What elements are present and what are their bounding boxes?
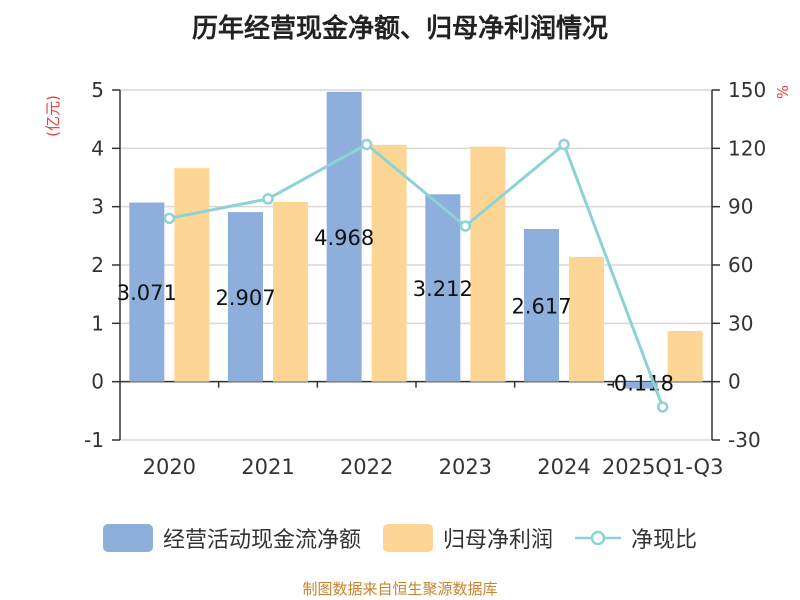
y-left-tick-label: 2	[91, 253, 104, 277]
legend-item-cash-flow[interactable]: 经营活动现金流净额	[102, 522, 361, 554]
y-left-tick-label: 1	[91, 311, 104, 335]
bar-net-profit	[569, 256, 604, 382]
data-label-cash-flow: 3.071	[117, 281, 177, 305]
y-right-tick-label: -30	[728, 428, 761, 452]
ratio-point	[360, 138, 373, 151]
y-right-tick-label: 0	[728, 370, 741, 394]
y-right-tick-label: 30	[728, 311, 753, 335]
bar-net-profit	[371, 144, 407, 382]
bar-net-profit	[273, 202, 308, 382]
x-tick-label: 2022	[340, 455, 393, 479]
data-label-cash-flow: -0.118	[606, 372, 674, 396]
y-left-axis-label: (亿元)	[44, 95, 62, 137]
legend-swatch-net-profit	[382, 524, 433, 552]
y-left-tick-label: 4	[91, 136, 104, 160]
bar-cash-flow	[129, 202, 165, 382]
data-label-cash-flow: 4.968	[314, 226, 374, 250]
y-right-tick-label: 60	[728, 253, 753, 277]
legend-item-net-profit[interactable]: 归母净利润	[382, 522, 553, 554]
x-tick-label: 2025Q1-Q3	[602, 455, 724, 479]
x-tick-label: 2020	[143, 455, 196, 479]
y-left-tick-label: 3	[91, 195, 104, 219]
y-right-tick-label: 90	[728, 195, 753, 219]
legend-label-cash-flow: 经营活动现金流净额	[162, 528, 361, 553]
y-left-tick-label: 5	[91, 78, 104, 102]
ratio-point	[163, 212, 176, 225]
y-right-tick-label: 150	[728, 78, 766, 102]
bar-net-profit	[667, 330, 703, 382]
x-tick-label: 2023	[439, 455, 492, 479]
data-label-cash-flow: 2.617	[511, 294, 571, 318]
legend-item-ratio[interactable]: 净现比	[575, 522, 697, 554]
source-note: 制图数据来自恒生聚源数据库	[302, 580, 498, 598]
ratio-point	[558, 138, 570, 151]
legend-label-ratio: 净现比	[631, 528, 698, 553]
bar-cash-flow	[425, 194, 461, 382]
ratio-point	[459, 220, 472, 232]
y-left-tick-label: -1	[84, 428, 104, 452]
y-left-tick-label: 0	[91, 370, 104, 394]
x-tick-label: 2024	[537, 455, 590, 479]
y-right-axis-label: %	[774, 85, 792, 99]
bar-net-profit	[174, 168, 210, 382]
bar-net-profit	[470, 146, 506, 382]
legend-swatch-cash-flow	[102, 524, 153, 552]
ratio-point	[656, 401, 669, 413]
ratio-line	[169, 141, 665, 408]
chart-title: 历年经营现金净额、归母净利润情况	[191, 14, 608, 44]
x-tick-label: 2021	[241, 455, 294, 479]
bar-cash-flow	[326, 91, 362, 382]
legend-swatch-ratio	[575, 530, 621, 546]
bar-cash-flow	[524, 229, 559, 382]
bar-cash-flow	[622, 381, 658, 389]
chart-legend: 经营活动现金流净额 归母净利润 净现比	[0, 518, 800, 558]
bar-cash-flow	[228, 212, 263, 382]
ratio-point	[262, 193, 274, 205]
legend-label-net-profit: 归母净利润	[442, 528, 553, 553]
y-right-tick-label: 120	[728, 136, 766, 160]
data-label-cash-flow: 2.907	[215, 286, 275, 310]
data-label-cash-flow: 3.212	[413, 277, 473, 301]
